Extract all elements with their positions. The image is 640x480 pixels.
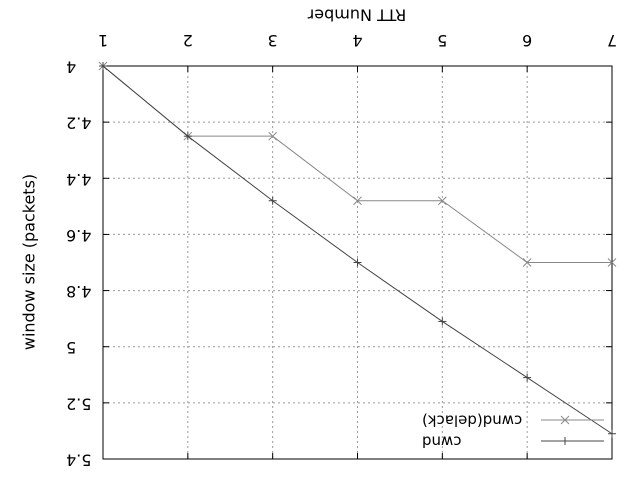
x-tick-label: 5 xyxy=(437,31,447,50)
x-axis-label: RTT Number xyxy=(307,6,406,25)
legend: cwnd(delack) cwnd xyxy=(422,412,604,451)
legend-entry-1: cwnd xyxy=(422,433,604,451)
y-tick-label: 4.6 xyxy=(66,226,91,245)
y-axis-label: window size (packets) xyxy=(20,174,39,350)
data-point-x-marker xyxy=(437,196,447,206)
y-tick-label: 5.4 xyxy=(66,451,91,470)
series-layer xyxy=(98,61,617,438)
y-tick-label: 5 xyxy=(66,338,76,357)
legend-entry-0: cwnd(delack) xyxy=(422,412,604,430)
y-tick-label: 4 xyxy=(66,58,76,77)
data-point-x-marker xyxy=(268,131,278,141)
x-tick-label: 2 xyxy=(183,31,193,50)
y-tick-label: 4.2 xyxy=(66,114,91,133)
y-tick-label: 4.8 xyxy=(66,282,91,301)
x-tick-label: 3 xyxy=(268,31,278,50)
series-1 xyxy=(99,62,616,438)
data-point-x-marker xyxy=(607,258,617,267)
data-point-x-marker xyxy=(353,196,362,206)
x-tick-label: 7 xyxy=(607,31,617,50)
y-tick-label: 4.4 xyxy=(66,170,91,189)
x-tick-label: 4 xyxy=(352,31,362,50)
axis-ticks: 1 2 3 4 5 6 7 4 4.2 4.4 4.6 4.8 5 5.2 5.4 xyxy=(66,31,617,470)
x-tick-label: 6 xyxy=(522,31,532,50)
x-tick-label: 1 xyxy=(98,31,108,50)
data-point-x-marker xyxy=(560,415,570,425)
legend-label: cwnd(delack) xyxy=(422,412,522,430)
series-line xyxy=(102,65,612,263)
data-point-x-marker xyxy=(522,258,532,267)
legend-label: cwnd xyxy=(422,433,462,451)
y-tick-label: 5.2 xyxy=(66,394,91,413)
